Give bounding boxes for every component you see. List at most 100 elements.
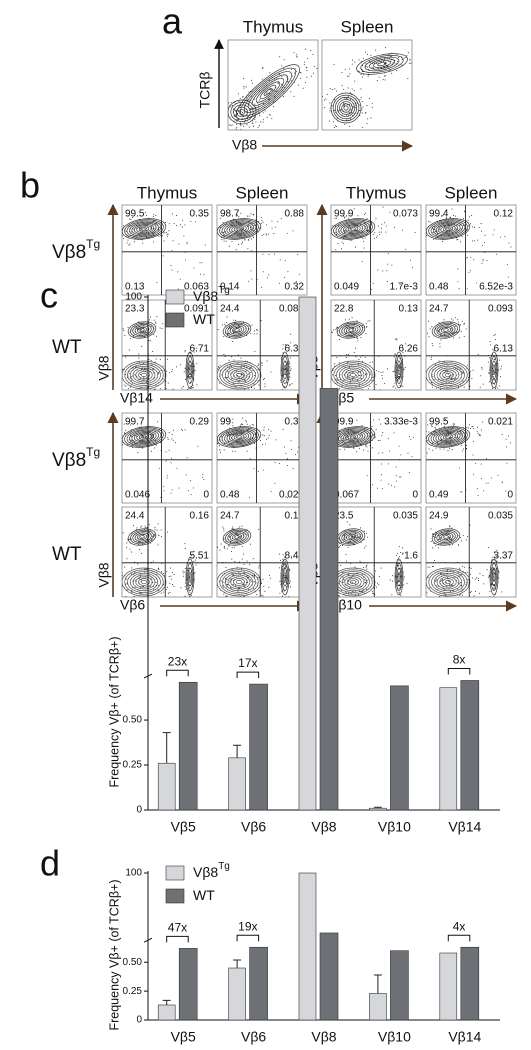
event-dot xyxy=(449,375,451,377)
event-dot xyxy=(241,568,243,570)
event-dot xyxy=(369,231,371,233)
event-dot xyxy=(469,371,471,373)
event-dot xyxy=(284,277,286,278)
event-dot xyxy=(460,590,462,592)
event-dot xyxy=(230,550,232,553)
event-dot xyxy=(351,63,353,65)
event-dot xyxy=(234,114,236,116)
event-dot xyxy=(343,217,345,219)
event-dot xyxy=(462,371,464,373)
contour xyxy=(395,563,403,591)
event-dot xyxy=(346,521,348,523)
event-dot xyxy=(284,568,286,570)
event-dot xyxy=(350,109,352,111)
event-dot xyxy=(457,319,459,321)
event-dot xyxy=(468,216,470,218)
contour xyxy=(434,322,458,338)
event-dot xyxy=(254,375,256,376)
event-dot xyxy=(162,235,164,237)
event-dot xyxy=(343,374,345,376)
event-dot xyxy=(130,218,132,220)
event-dot xyxy=(162,365,164,367)
event-dot xyxy=(171,438,173,440)
contour xyxy=(348,535,354,539)
event-dot xyxy=(268,434,270,436)
event-dot xyxy=(258,565,260,567)
event-dot xyxy=(269,72,271,74)
event-dot xyxy=(398,364,400,366)
event-dot xyxy=(213,219,214,220)
contour xyxy=(426,426,471,448)
event-dot xyxy=(353,377,355,378)
event-dot xyxy=(416,63,417,64)
event-dot xyxy=(246,450,248,452)
event-dot xyxy=(153,213,155,215)
event-dot xyxy=(244,388,245,390)
row-label-sup: Tg xyxy=(86,445,100,459)
event-dot xyxy=(378,576,380,577)
event-dot xyxy=(344,536,346,538)
event-dot xyxy=(120,442,121,443)
event-dot xyxy=(189,480,191,482)
event-dot xyxy=(231,588,233,590)
y-axis-label: Frequency Vβ+ (of TCRβ+) xyxy=(107,879,121,1030)
event-dot xyxy=(329,102,331,104)
event-dot xyxy=(127,236,129,238)
event-dot xyxy=(284,386,286,388)
event-dot xyxy=(361,112,363,114)
quadrant-value: 24.9 xyxy=(429,511,449,522)
bracket xyxy=(236,934,260,942)
event-dot xyxy=(174,442,176,444)
event-dot xyxy=(310,49,312,52)
event-dot xyxy=(271,227,273,229)
event-dot xyxy=(440,537,442,539)
event-dot xyxy=(229,245,231,247)
event-dot xyxy=(407,52,409,54)
event-dot xyxy=(131,573,132,575)
event-dot xyxy=(283,67,285,69)
fold-change-label: 19x xyxy=(238,919,257,933)
event-dot xyxy=(154,228,156,230)
event-dot xyxy=(394,226,396,228)
event-dot xyxy=(324,107,326,108)
contour xyxy=(436,324,456,336)
event-dot xyxy=(366,475,368,477)
event-dot xyxy=(122,575,123,576)
contour xyxy=(233,578,245,586)
event-dot xyxy=(281,591,283,593)
event-dot xyxy=(264,110,266,112)
event-dot xyxy=(336,126,338,127)
contour xyxy=(251,77,285,107)
event-dot xyxy=(453,577,455,579)
event-dot xyxy=(299,77,302,80)
event-dot xyxy=(143,585,144,587)
event-dot xyxy=(285,361,286,363)
event-dot xyxy=(135,580,137,582)
contour xyxy=(131,222,157,236)
event-dot xyxy=(450,322,452,324)
event-dot xyxy=(153,585,154,587)
legend-label: Vβ8Tg xyxy=(193,285,230,304)
contour xyxy=(430,220,466,238)
event-dot xyxy=(402,358,404,360)
event-dot xyxy=(225,580,227,582)
event-dot xyxy=(242,112,243,114)
event-dot xyxy=(350,105,352,107)
event-dot xyxy=(233,319,235,321)
event-dot xyxy=(145,215,147,217)
event-dot xyxy=(220,580,222,582)
event-dot xyxy=(141,585,143,587)
event-dot xyxy=(401,363,403,365)
event-dot xyxy=(459,568,461,570)
event-dot xyxy=(245,380,247,382)
event-dot xyxy=(250,108,252,110)
event-dot xyxy=(139,437,141,439)
contour xyxy=(235,372,243,378)
event-dot xyxy=(336,326,338,328)
event-dot xyxy=(187,600,188,601)
event-dot xyxy=(190,400,191,401)
event-dot xyxy=(259,115,261,117)
event-dot xyxy=(359,104,361,106)
event-dot xyxy=(281,357,283,359)
event-dot xyxy=(501,365,502,367)
